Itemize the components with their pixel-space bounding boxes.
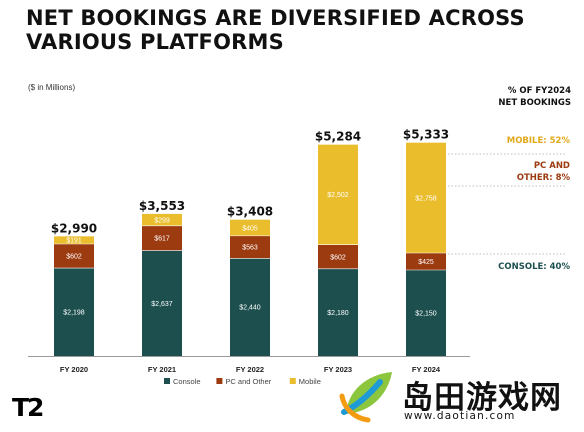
category-label: FY 2020 xyxy=(60,365,88,374)
bar-total-label: $3,408 xyxy=(227,205,273,219)
watermark-url: www.daotian.com xyxy=(404,410,516,422)
bar-segment-mobile xyxy=(142,213,182,226)
title-line-1: NET BOOKINGS ARE DIVERSIFIED ACROSS xyxy=(26,6,525,30)
legend-swatch xyxy=(164,378,170,384)
watermark-leaf-icon xyxy=(339,369,395,425)
segment-value-label: $2,758 xyxy=(415,195,437,202)
bar-total-label: $3,553 xyxy=(139,199,185,213)
segment-value-label: $299 xyxy=(154,217,170,224)
legend-swatch xyxy=(216,378,223,384)
bar-total-label: $2,990 xyxy=(51,221,97,235)
fy2024-share-title-line-2: NET BOOKINGS xyxy=(498,98,571,108)
pc-share-label-line-2: OTHER: 8% xyxy=(516,173,570,183)
bar-segment-pc-and-other xyxy=(318,244,358,269)
t2-logo: T2 xyxy=(12,393,44,422)
segment-value-label: $602 xyxy=(66,254,82,261)
bar-total-label: $5,284 xyxy=(315,130,361,144)
legend-label: Console xyxy=(173,377,201,386)
bar-segment-mobile xyxy=(54,236,94,244)
bar-segment-pc-and-other xyxy=(230,235,270,259)
legend-label: Mobile xyxy=(299,377,321,386)
title-line-2: VARIOUS PLATFORMS xyxy=(26,30,284,54)
category-label: FY 2023 xyxy=(324,365,352,374)
bar-segment-mobile xyxy=(406,142,446,253)
legend-label: PC and Other xyxy=(225,377,271,386)
segment-value-label: $405 xyxy=(242,225,258,232)
bar-total-label: $5,333 xyxy=(403,128,449,142)
fy2024-share-title-line-1: % OF FY2024 xyxy=(507,86,571,96)
mobile-share-label: MOBILE: 52% xyxy=(506,136,570,146)
segment-value-label: $563 xyxy=(242,245,258,252)
category-label: FY 2024 xyxy=(412,365,441,374)
segment-value-label: $602 xyxy=(330,254,346,261)
pc-share-label: PC AND OTHER: 8% xyxy=(517,160,570,184)
unit-note: ($ in Millions) xyxy=(28,83,76,92)
watermark-cn-text: 岛田游戏网 xyxy=(402,380,562,416)
segment-value-label: $2,637 xyxy=(151,301,173,308)
category-label: FY 2021 xyxy=(148,365,176,374)
segment-value-label: $191 xyxy=(66,238,82,245)
bar-segment-console xyxy=(318,268,358,356)
bar-segment-mobile xyxy=(318,144,358,245)
segment-value-label: $425 xyxy=(418,259,434,266)
bar-segment-console xyxy=(142,250,182,356)
category-label: FY 2022 xyxy=(236,365,264,374)
fy2024-share-title: % OF FY2024 NET BOOKINGS xyxy=(498,85,571,109)
segment-value-label: $2,150 xyxy=(415,311,437,318)
segment-value-label: $2,180 xyxy=(327,310,349,317)
segment-value-label: $617 xyxy=(154,236,170,243)
page-title: NET BOOKINGS ARE DIVERSIFIED ACROSS VARI… xyxy=(26,6,525,54)
bar-segment-pc-and-other xyxy=(142,225,182,251)
segment-value-label: $2,198 xyxy=(63,310,85,317)
bar-segment-mobile xyxy=(230,219,270,236)
bar-segment-console xyxy=(54,268,94,356)
bar-segment-console xyxy=(406,270,446,356)
console-share-label: CONSOLE: 40% xyxy=(498,262,570,272)
bar-segment-pc-and-other xyxy=(54,244,94,269)
segment-value-label: $2,440 xyxy=(239,305,261,312)
pc-share-label-line-1: PC AND xyxy=(533,161,570,171)
legend-swatch xyxy=(289,378,296,384)
bar-segment-console xyxy=(230,258,270,356)
bar-segment-pc-and-other xyxy=(406,253,446,270)
segment-value-label: $2,502 xyxy=(327,192,349,199)
